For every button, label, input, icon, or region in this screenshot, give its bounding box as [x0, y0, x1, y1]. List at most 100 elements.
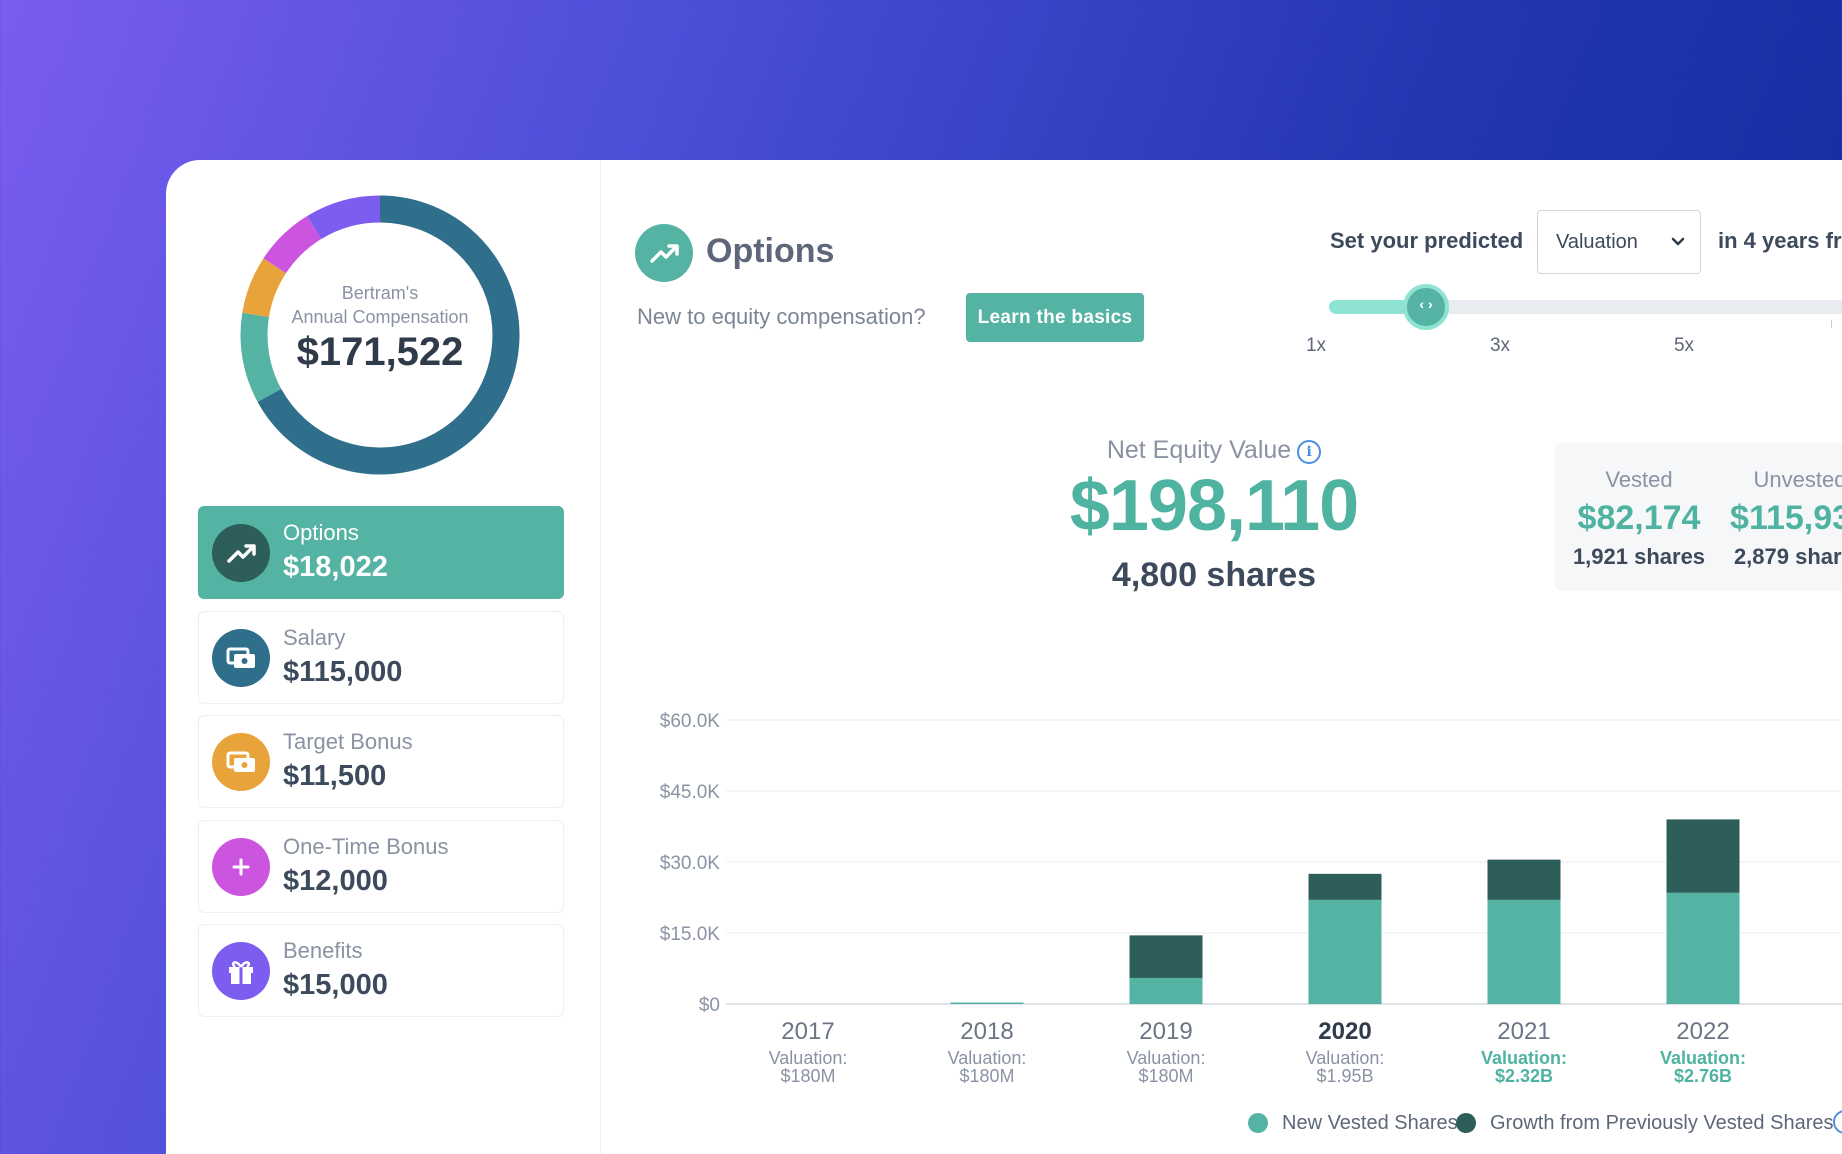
net-equity-shares: 4,800 shares	[1111, 556, 1317, 594]
bar-2022-new-vested[interactable]	[1666, 892, 1740, 1004]
bar-2021-new-vested[interactable]	[1487, 899, 1561, 1004]
legend-label-growth: Growth from Previously Vested Shares	[1490, 1112, 1834, 1134]
valuation-value: $2.76B	[1674, 1066, 1732, 1086]
cash-icon	[212, 629, 270, 687]
unvested-label: Unvested	[1753, 467, 1842, 492]
unvested-shares: 2,879 shares	[1733, 544, 1842, 569]
equity-bar-chart: $0 $15.0K $30.0K $45.0K $60.0K 2017 Valuation:…	[660, 711, 1842, 1086]
valuation-value: $2.32B	[1495, 1066, 1553, 1086]
valuation-label: Valuation:	[948, 1048, 1027, 1068]
vested-column: Vested $82,174 1,921 shares	[1559, 467, 1719, 570]
x-tick-label: 2022	[1676, 1018, 1729, 1045]
vested-shares: 1,921 shares	[1572, 544, 1706, 569]
info-icon[interactable]: i	[1833, 1110, 1842, 1134]
equity-question: New to equity compensation?	[637, 304, 926, 329]
sidebar-item-salary[interactable]: Salary $115,000	[198, 611, 564, 704]
compensation-sidebar: Bertram's Annual Compensation $171,522 O…	[166, 160, 601, 1154]
legend-swatch-growth	[1456, 1113, 1476, 1133]
slider-tick-label: 1x	[1305, 335, 1327, 356]
learn-basics-button[interactable]: Learn the basics	[966, 293, 1144, 342]
bar-2020-growth[interactable]	[1308, 873, 1382, 900]
valuation-value: $180M	[1138, 1066, 1193, 1086]
x-tick-label: 2018	[960, 1018, 1013, 1045]
options-panel: Options New to equity compensation? Lear…	[602, 160, 1842, 1154]
net-equity-value: $198,110	[1069, 466, 1359, 546]
y-tick-label: $60.0K	[660, 711, 721, 732]
slider-tick	[1831, 320, 1832, 328]
y-tick-label: $30.0K	[660, 853, 721, 874]
donut-segment-salary	[257, 195, 520, 475]
trending-up-icon	[212, 524, 270, 582]
bar-2022-growth[interactable]	[1666, 819, 1740, 893]
sidebar-item-one-time-bonus[interactable]: One-Time Bonus $12,000	[198, 820, 564, 913]
donut-segment-options	[240, 312, 282, 402]
sidebar-item-target-bonus[interactable]: Target Bonus $11,500	[198, 715, 564, 808]
sidebar-item-value: $11,500	[283, 760, 387, 792]
bar-2018-new-vested[interactable]	[950, 1002, 1024, 1005]
x-tick-label: 2020	[1318, 1018, 1371, 1045]
sidebar-item-options[interactable]: Options $18,022	[198, 506, 564, 599]
x-tick-label: 2019	[1139, 1018, 1192, 1045]
net-equity-label: Net Equity Value i	[964, 436, 1464, 465]
sidebar-item-value: $15,000	[283, 969, 388, 1001]
plus-icon	[212, 838, 270, 896]
sidebar-item-label: Benefits	[283, 938, 363, 963]
valuation-value: $180M	[959, 1066, 1014, 1086]
cash-icon	[212, 733, 270, 791]
slider-tick-label: 3x	[1489, 335, 1511, 356]
gift-icon	[212, 942, 270, 1000]
legend-swatch-new-vested	[1248, 1113, 1268, 1133]
sidebar-item-label: Salary	[283, 625, 346, 650]
legend-label-new-vested: New Vested Shares	[1282, 1112, 1458, 1134]
trending-up-icon	[635, 224, 693, 282]
y-tick-label: $0	[699, 995, 720, 1016]
x-tick-label: 2021	[1497, 1018, 1550, 1045]
multiplier-slider[interactable]: ‹ ›	[1329, 284, 1842, 330]
drag-arrows-icon: ‹ ›	[1419, 296, 1433, 312]
y-tick-label: $45.0K	[660, 782, 721, 803]
x-tick-label: 2017	[781, 1018, 834, 1045]
bar-2020-new-vested[interactable]	[1308, 899, 1382, 1004]
bar-2019-growth[interactable]	[1129, 935, 1203, 978]
valuation-select[interactable]: Valuation	[1537, 210, 1701, 274]
donut-segment-benefits	[307, 195, 381, 240]
vested-unvested-box: Vested $82,174 1,921 shares Unvested $11…	[1554, 443, 1842, 591]
vested-label: Vested	[1605, 467, 1673, 492]
donut-total: $171,522	[296, 330, 464, 374]
sidebar-item-value: $115,000	[283, 656, 403, 688]
dashboard-card: Bertram's Annual Compensation $171,522 O…	[166, 160, 1842, 1154]
predict-label: Set your predicted	[1330, 228, 1524, 253]
valuation-value: $1.95B	[1316, 1066, 1373, 1086]
sidebar-item-label: Options	[283, 520, 359, 545]
bar-2019-new-vested[interactable]	[1129, 977, 1203, 1004]
predict-horizon-label: in 4 years from	[1718, 228, 1842, 253]
sidebar-item-benefits[interactable]: Benefits $15,000	[198, 924, 564, 1017]
valuation-label: Valuation:	[1127, 1048, 1206, 1068]
valuation-value: $180M	[780, 1066, 835, 1086]
valuation-label: Valuation:	[1481, 1048, 1567, 1068]
info-icon[interactable]: i	[1297, 440, 1322, 464]
sidebar-item-value: $18,022	[283, 551, 388, 583]
donut-segment-one-time-bonus	[263, 216, 322, 274]
slider-handle[interactable]: ‹ ›	[1403, 284, 1449, 330]
page-title: Options	[706, 232, 835, 270]
donut-segment-target-bonus	[242, 258, 287, 318]
net-equity-label-text: Net Equity Value	[1106, 436, 1292, 464]
donut-caption: Annual Compensation	[291, 307, 469, 327]
sidebar-item-label: Target Bonus	[283, 729, 413, 754]
slider-tick-label: 5x	[1673, 335, 1695, 356]
chevron-down-icon	[1671, 237, 1685, 246]
vested-value: $82,174	[1577, 499, 1701, 537]
unvested-value: $115,936	[1730, 499, 1842, 537]
donut-owner-label: Bertram's	[341, 283, 419, 303]
sidebar-item-label: One-Time Bonus	[283, 834, 449, 859]
bar-2021-growth[interactable]	[1487, 859, 1561, 900]
sidebar-item-value: $12,000	[283, 865, 388, 897]
compensation-donut-chart: Bertram's Annual Compensation $171,522	[240, 195, 520, 475]
y-tick-label: $15.0K	[660, 924, 721, 945]
slider-fill	[1329, 300, 1427, 314]
unvested-column: Unvested $115,936 2,879 shares	[1720, 467, 1842, 570]
valuation-label: Valuation:	[1306, 1048, 1385, 1068]
valuation-label: Valuation:	[1660, 1048, 1746, 1068]
valuation-select-value: Valuation	[1556, 231, 1638, 253]
